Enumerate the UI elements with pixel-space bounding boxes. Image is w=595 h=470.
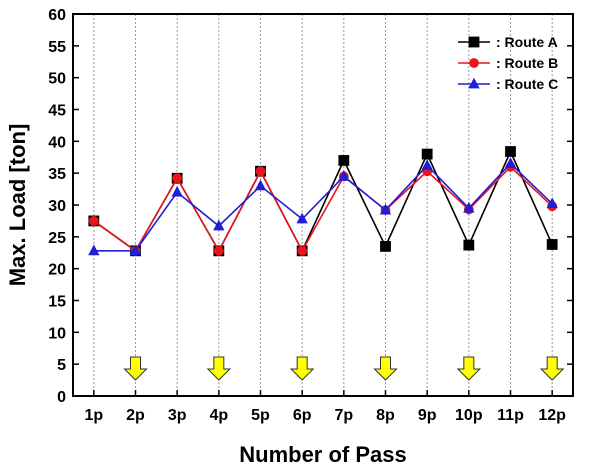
x-tick-label-12p: 12p xyxy=(538,407,566,424)
series-2-point-6p xyxy=(296,212,308,224)
series-2-point-11p xyxy=(504,157,517,169)
series-line-2 xyxy=(93,162,553,252)
series-line-1 xyxy=(93,165,553,253)
legend-label-1: : Route B xyxy=(496,55,558,71)
x-tick-label-3p: 3p xyxy=(168,407,187,424)
y-tick-label-0: 0 xyxy=(57,389,66,406)
series-2-point-1p xyxy=(88,244,100,256)
series-0-point-11p xyxy=(505,146,516,157)
series-2-point-10p xyxy=(463,201,475,213)
y-tick-label-10: 10 xyxy=(48,325,66,342)
series-0-point-12p xyxy=(546,239,558,250)
legend-marker-2 xyxy=(468,77,480,89)
y-axis-title: Max. Load [ton] xyxy=(5,124,30,287)
x-tick-label-9p: 9p xyxy=(418,407,437,424)
series-2-point-12p xyxy=(546,197,558,209)
y-tick-label-55: 55 xyxy=(48,39,66,56)
series-2-point-4p xyxy=(213,219,225,231)
y-tick-label-45: 45 xyxy=(48,103,66,120)
x-tick-label-7p: 7p xyxy=(334,407,353,424)
series-1-point-5p xyxy=(255,166,266,177)
series-2-point-8p xyxy=(379,203,392,215)
down-arrow-icon-4p xyxy=(206,356,232,381)
y-tick-label-25: 25 xyxy=(48,230,66,247)
series-2-point-3p xyxy=(171,185,183,197)
y-tick-label-20: 20 xyxy=(48,262,66,279)
x-tick-label-2p: 2p xyxy=(126,407,145,424)
y-tick-label-35: 35 xyxy=(48,166,66,183)
x-tick-label-11p: 11p xyxy=(497,407,524,424)
legend-label-2: : Route C xyxy=(496,76,558,92)
series-1-point-3p xyxy=(172,173,183,184)
series-0-point-7p xyxy=(338,155,350,166)
y-tick-label-60: 60 xyxy=(48,7,66,24)
series-2-point-7p xyxy=(338,169,350,181)
y-tick-label-40: 40 xyxy=(48,134,66,151)
x-tick-label-8p: 8p xyxy=(376,407,395,424)
series-1-point-6p xyxy=(297,245,308,256)
series-0-point-9p xyxy=(421,148,433,160)
down-arrow-icon-8p xyxy=(373,356,398,381)
series-line-0 xyxy=(93,149,553,253)
x-axis-title: Number of Pass xyxy=(239,442,407,467)
down-arrow-icon-12p xyxy=(539,356,565,381)
series-1-point-4p xyxy=(213,245,224,256)
series-2-point-2p xyxy=(129,244,142,256)
y-tick-label-5: 5 xyxy=(57,357,66,374)
x-tick-label-6p: 6p xyxy=(293,407,312,424)
legend-label-0: : Route A xyxy=(496,34,558,50)
y-tick-label-30: 30 xyxy=(48,198,66,215)
x-tick-label-1p: 1p xyxy=(84,407,103,424)
down-arrow-icon-2p xyxy=(123,356,148,381)
y-tick-label-50: 50 xyxy=(48,71,66,88)
series-2-point-9p xyxy=(421,159,433,170)
series-2-point-5p xyxy=(254,179,267,191)
legend-marker-1 xyxy=(469,58,479,68)
legend-marker-0 xyxy=(468,36,480,48)
series-0-point-8p xyxy=(380,240,391,252)
x-tick-label-10p: 10p xyxy=(455,407,483,424)
down-arrow-icon-10p xyxy=(456,356,482,381)
series-0-point-10p xyxy=(463,239,475,251)
series-1-point-1p xyxy=(88,216,99,226)
x-tick-label-4p: 4p xyxy=(209,407,228,424)
down-arrow-icon-6p xyxy=(289,356,315,381)
y-tick-label-15: 15 xyxy=(48,294,66,311)
x-tick-label-5p: 5p xyxy=(251,407,270,424)
